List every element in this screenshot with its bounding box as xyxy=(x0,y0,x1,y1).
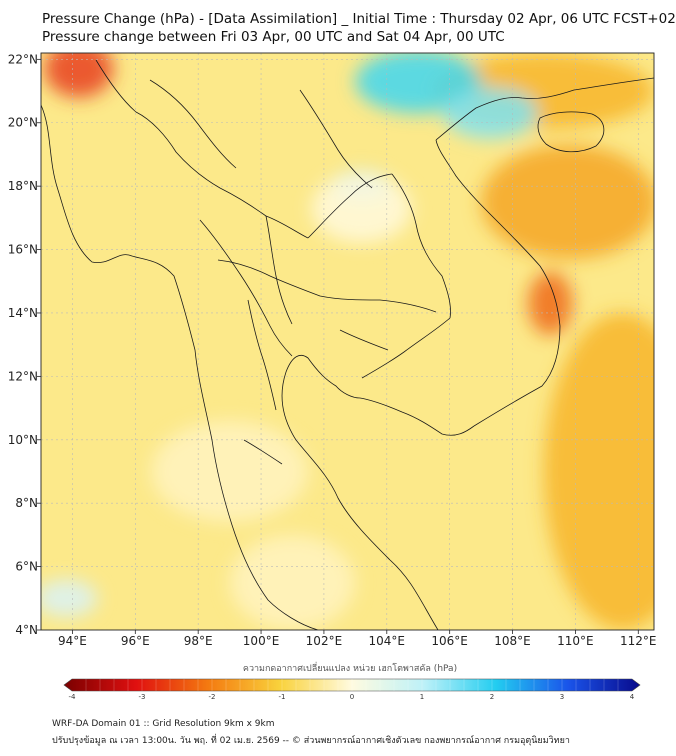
map-title: Pressure Change (hPa) - [Data Assimilati… xyxy=(42,11,676,27)
colorbar-tick-label: -1 xyxy=(279,693,286,701)
lon-tick-label: 106°E xyxy=(431,634,468,648)
lat-tick-label: 14°N xyxy=(8,306,38,320)
colorbar-tick-label: 0 xyxy=(350,693,354,701)
lat-tick-label: 22°N xyxy=(8,52,38,66)
colorbar-tick-label: 1 xyxy=(420,693,424,701)
lat-tick-label: 12°N xyxy=(8,369,38,383)
lon-tick-label: 112°E xyxy=(620,634,657,648)
neutral-area xyxy=(229,534,356,630)
lat-tick-label: 8°N xyxy=(15,496,38,510)
colorbar: -4 -3 -2 -1 0 1 2 3 4 xyxy=(63,678,641,701)
neutral-area xyxy=(151,420,309,523)
lon-tick-label: 110°E xyxy=(557,634,594,648)
pressure-fall-area xyxy=(528,271,573,336)
lon-tick-label: 108°E xyxy=(494,634,531,648)
lon-tick-label: 98°E xyxy=(184,634,213,648)
colorbar-tick-label: 2 xyxy=(490,693,494,701)
lat-tick-label: 20°N xyxy=(8,116,38,130)
colorbar-scale xyxy=(63,678,641,692)
neutral-area xyxy=(311,173,412,244)
lat-tick-label: 18°N xyxy=(8,179,38,193)
lat-tick-label: 16°N xyxy=(8,243,38,257)
lat-tick-label: 10°N xyxy=(8,433,38,447)
lon-tick-label: 102°E xyxy=(306,634,343,648)
lat-tick-label: 4°N xyxy=(15,623,38,637)
lon-tick-label: 96°E xyxy=(121,634,150,648)
colorbar-tick-label: -4 xyxy=(69,693,77,701)
colorbar-tick-label: -2 xyxy=(209,693,216,701)
map-frame xyxy=(40,52,655,631)
model-info: WRF-DA Domain 01 :: Grid Resolution 9km … xyxy=(52,719,275,729)
map-axes: 94°E 96°E 98°E 100°E 102°E 104°E 106°E 108°E 110… xyxy=(8,52,657,648)
map-subtitle: Pressure change between Fri 03 Apr, 00 U… xyxy=(42,29,505,45)
pressure-fall-area xyxy=(481,144,654,260)
colorbar-tick-label: -3 xyxy=(139,693,146,701)
lon-tick-label: 94°E xyxy=(58,634,87,648)
colorbar-title: ความกดอากาศเปลี่ยนแปลง หน่วย เฮกโตพาสคัล… xyxy=(243,661,457,674)
pressure-field xyxy=(41,53,654,630)
lat-lon-gridlines xyxy=(41,53,654,630)
pressure-fall-area xyxy=(543,313,654,630)
pressure-fall-area xyxy=(44,53,114,98)
lon-tick-label: 104°E xyxy=(369,634,406,648)
lon-tick-label: 100°E xyxy=(243,634,280,648)
lat-tick-label: 6°N xyxy=(15,560,38,574)
colorbar-tick-label: 3 xyxy=(560,693,564,701)
pressure-rise-area xyxy=(443,87,538,139)
pressure-rise-area xyxy=(41,579,98,618)
credit-line: ปรับปรุงข้อมูล ณ เวลา 13:00น. วัน พฤ. ที… xyxy=(52,736,570,746)
colorbar-tick-label: 4 xyxy=(630,693,635,701)
coastlines-and-borders xyxy=(41,59,654,630)
